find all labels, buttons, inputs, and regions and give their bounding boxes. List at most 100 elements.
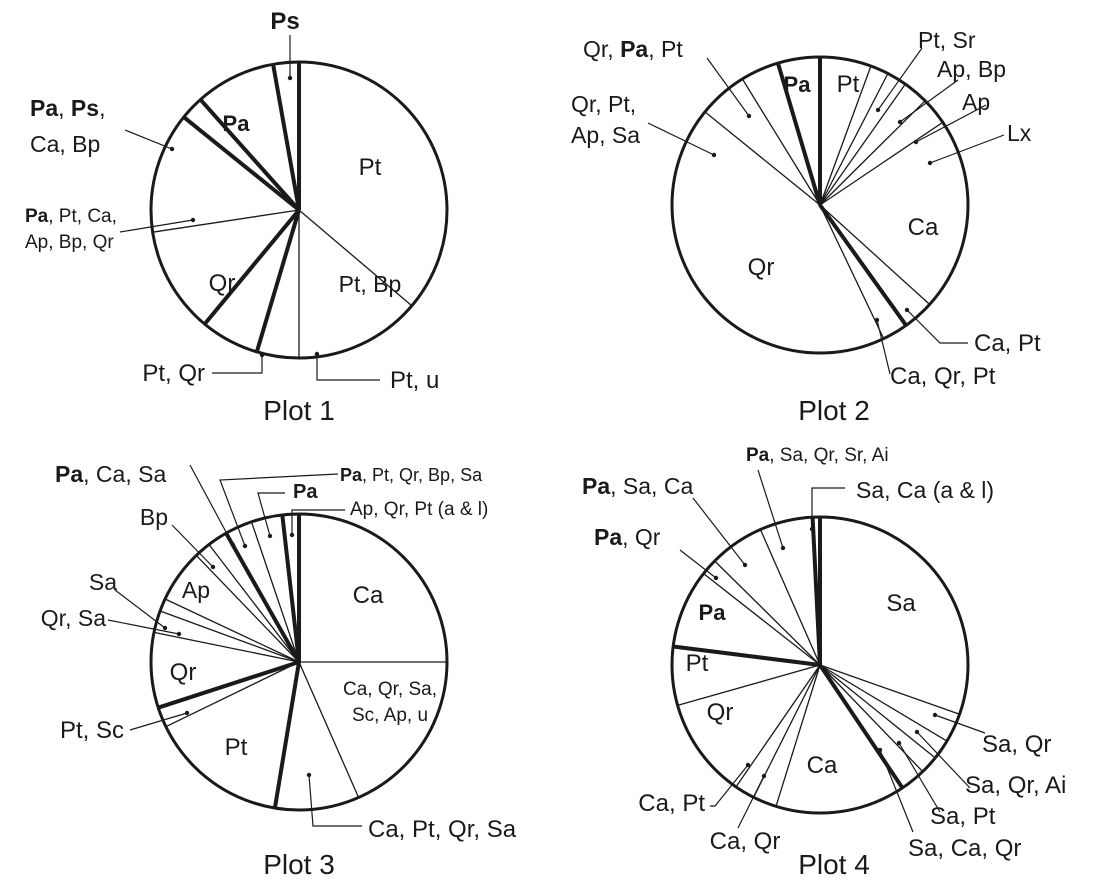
slice-label-ca-pt: Ca, Pt — [974, 330, 1041, 357]
leader-line — [316, 354, 380, 381]
pie-slice — [158, 662, 299, 727]
slice-label-qr-pt-ap-sa: Qr, Pt, — [571, 91, 636, 117]
slice-label-pa: Pa — [223, 111, 251, 136]
slice-label-ca: Ca — [807, 752, 838, 779]
slice-label-pa-pt-qr-bp-sa: Pa, Pt, Qr, Bp, Sa — [340, 465, 483, 485]
slice-label-qr: Qr — [748, 254, 775, 281]
slice-label-ca: Ca — [353, 582, 384, 609]
slice-label-pa: Pa — [699, 600, 727, 625]
leader-line — [308, 774, 362, 827]
pie-slice — [703, 561, 820, 665]
plot-title: Plot 2 — [798, 395, 870, 426]
slice-label-pt-bp: Pt, Bp — [339, 271, 402, 297]
pie-slice — [299, 662, 447, 798]
slice-boundary — [819, 204, 931, 305]
pie-3: Ca Ca, Qr, Sa, Sc, Ap, u Ca, Pt, Qr, Sa Pt Pt… — [41, 461, 517, 880]
leader-line — [114, 589, 166, 629]
slice-boundary — [818, 203, 908, 327]
slice-boundary — [775, 664, 821, 807]
plot-title: Plot 3 — [263, 849, 335, 880]
slice-label-pa-ca-sa: Pa, Ca, Sa — [55, 461, 166, 487]
slice-label-qr: Qr — [707, 699, 734, 726]
leader-dot — [746, 113, 752, 119]
leader-line — [757, 469, 784, 549]
pie-slice — [209, 533, 299, 662]
pie-outline — [149, 512, 449, 812]
leader-dot — [904, 307, 910, 313]
slice-boundary — [704, 111, 821, 206]
leader-line — [212, 355, 263, 374]
leader-dot — [761, 773, 767, 779]
pie-slice — [165, 662, 299, 808]
slice-label-ap-qr-pt-a-l: Ap, Qr, Pt (a & l) — [350, 499, 488, 520]
pie-slice — [672, 111, 884, 353]
leader-line — [737, 775, 765, 829]
slice-label-pt: Pt — [686, 650, 709, 677]
slice-boundary — [741, 78, 821, 206]
slice-label-ca-pt-qr-sa: Ca, Pt, Qr, Sa — [368, 816, 517, 843]
pie-slice — [820, 73, 906, 205]
pie-slice — [714, 529, 820, 665]
slice-label-pt-sc: Pt, Sc — [60, 717, 124, 744]
leader-line — [929, 134, 1005, 164]
slice-label-ca-qr-pt: Ca, Qr, Pt — [890, 363, 996, 390]
leader-dot — [210, 564, 216, 570]
leader-line — [706, 57, 750, 117]
pie-slice — [820, 205, 930, 326]
slice-boundary — [810, 517, 822, 666]
leader-dot — [875, 107, 881, 113]
leader-dot — [809, 526, 815, 532]
slice-label-ap-bp: Ap, Bp — [937, 56, 1006, 82]
slice-boundary — [819, 73, 889, 206]
slice-label-pa-ps-ca-bp: Ca, Bp — [30, 131, 100, 157]
pie-slice — [820, 665, 960, 742]
slice-boundary — [819, 664, 936, 759]
leader-dot — [927, 160, 933, 166]
slice-boundary — [298, 661, 360, 798]
slice-label-qr: Qr — [170, 659, 197, 686]
leader-dot — [242, 543, 248, 549]
slice-label-pa-ps-ca-bp: Pa, Ps, — [30, 95, 105, 121]
slice-boundary — [165, 661, 300, 728]
leader-dot — [169, 146, 175, 152]
slice-boundary — [819, 83, 906, 206]
slice-boundary — [254, 209, 301, 353]
pie-slice — [736, 665, 820, 798]
plot-title: Plot 4 — [798, 849, 870, 880]
slice-label-qr: Qr — [209, 270, 236, 297]
pie-slice — [760, 517, 820, 665]
pie-slice — [742, 63, 820, 205]
leader-line — [189, 464, 234, 546]
slice-boundary — [714, 560, 821, 666]
pie-slice — [820, 56, 871, 206]
leader-line — [876, 319, 891, 375]
slice-label-pa-pt-ca-ap-bp-qr: Ap, Bp, Qr — [25, 232, 114, 253]
slice-boundary — [819, 204, 885, 339]
leader-line — [107, 619, 180, 635]
leader-line — [291, 509, 345, 535]
slice-boundary — [759, 529, 821, 666]
slice-boundary — [153, 631, 300, 663]
pie-slice — [753, 665, 820, 807]
leader-dot — [176, 631, 182, 637]
pie-slice — [820, 66, 888, 205]
pie-outline — [670, 515, 970, 815]
pie-slice — [820, 517, 969, 715]
leader-dot — [184, 710, 190, 716]
slice-boundary — [298, 209, 413, 307]
pie-outline — [670, 55, 970, 355]
slice-boundary — [819, 664, 948, 742]
slice-label-lx: Lx — [1007, 120, 1032, 146]
slice-label-sa-ca-a-l: Sa, Ca (a & l) — [856, 477, 994, 503]
slice-boundary — [819, 100, 926, 206]
slice-boundary — [819, 65, 872, 206]
leader-line — [898, 742, 941, 813]
leader-dot — [896, 740, 902, 746]
slice-label-ca-pt: Ca, Pt — [638, 790, 705, 817]
pie-slice — [204, 210, 299, 352]
leader-dot — [190, 217, 196, 223]
slice-label-pa: Pa — [784, 72, 812, 97]
leader-line — [915, 104, 987, 143]
slice-label-pt-sr: Pt, Sr — [918, 27, 976, 53]
